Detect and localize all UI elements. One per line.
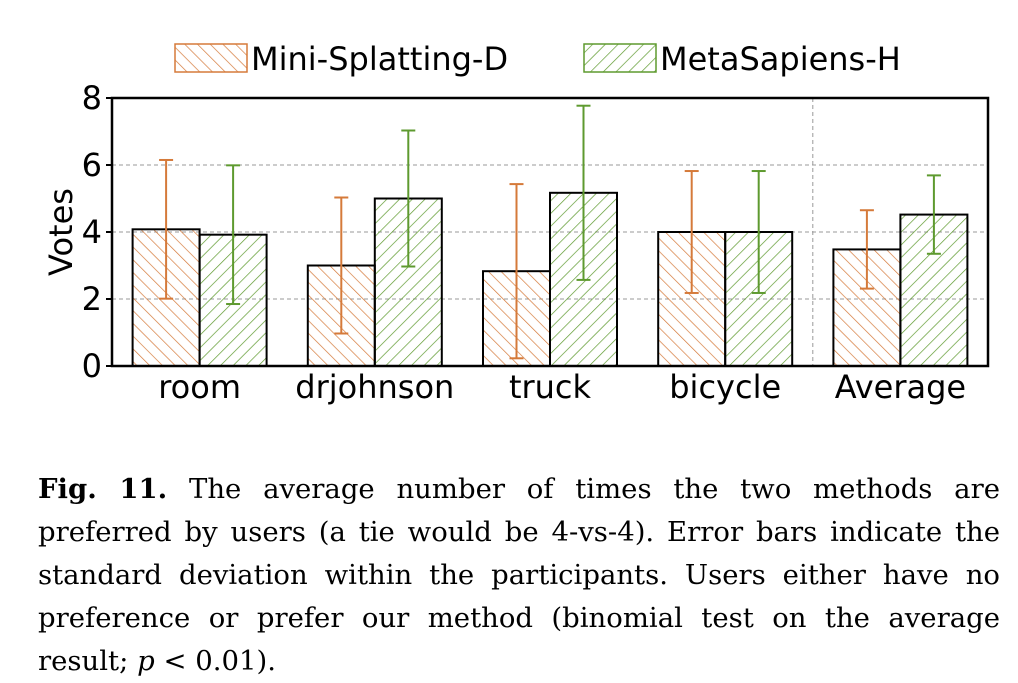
caption-p-symbol: p bbox=[137, 645, 155, 677]
caption-text-end: < 0.01). bbox=[154, 645, 276, 677]
x-tick-label: bicycle bbox=[669, 368, 781, 406]
x-tick-label: room bbox=[158, 368, 241, 406]
error-bars bbox=[159, 104, 941, 360]
bar bbox=[724, 231, 794, 367]
caption-label: Fig. 11. bbox=[38, 473, 168, 505]
legend-label: Mini-Splatting-D bbox=[251, 40, 508, 78]
x-tick-label: Average bbox=[835, 368, 966, 406]
y-tick-label: 6 bbox=[82, 146, 102, 184]
figure-caption: Fig. 11. The average number of times the… bbox=[38, 468, 1000, 683]
y-tick-label: 2 bbox=[82, 280, 102, 318]
legend: Mini-Splatting-D MetaSapiens-H bbox=[174, 40, 901, 78]
legend-label: MetaSapiens-H bbox=[660, 40, 901, 78]
y-tick-label: 4 bbox=[82, 213, 102, 251]
x-tick-label: truck bbox=[509, 368, 592, 406]
x-tick-label: drjohnson bbox=[295, 368, 454, 406]
chart: 0 2 4 6 8 room drjohnson truck bicycle Average Vo… bbox=[42, 40, 990, 406]
y-tick-label: 0 bbox=[82, 347, 102, 385]
legend-swatch bbox=[174, 43, 248, 73]
y-axis-label: Votes bbox=[42, 188, 80, 276]
y-tick-label: 8 bbox=[82, 79, 102, 117]
bars bbox=[131, 191, 969, 368]
legend-swatch bbox=[583, 43, 657, 73]
axes: 0 2 4 6 8 room drjohnson truck bicycle Average bbox=[82, 79, 966, 406]
